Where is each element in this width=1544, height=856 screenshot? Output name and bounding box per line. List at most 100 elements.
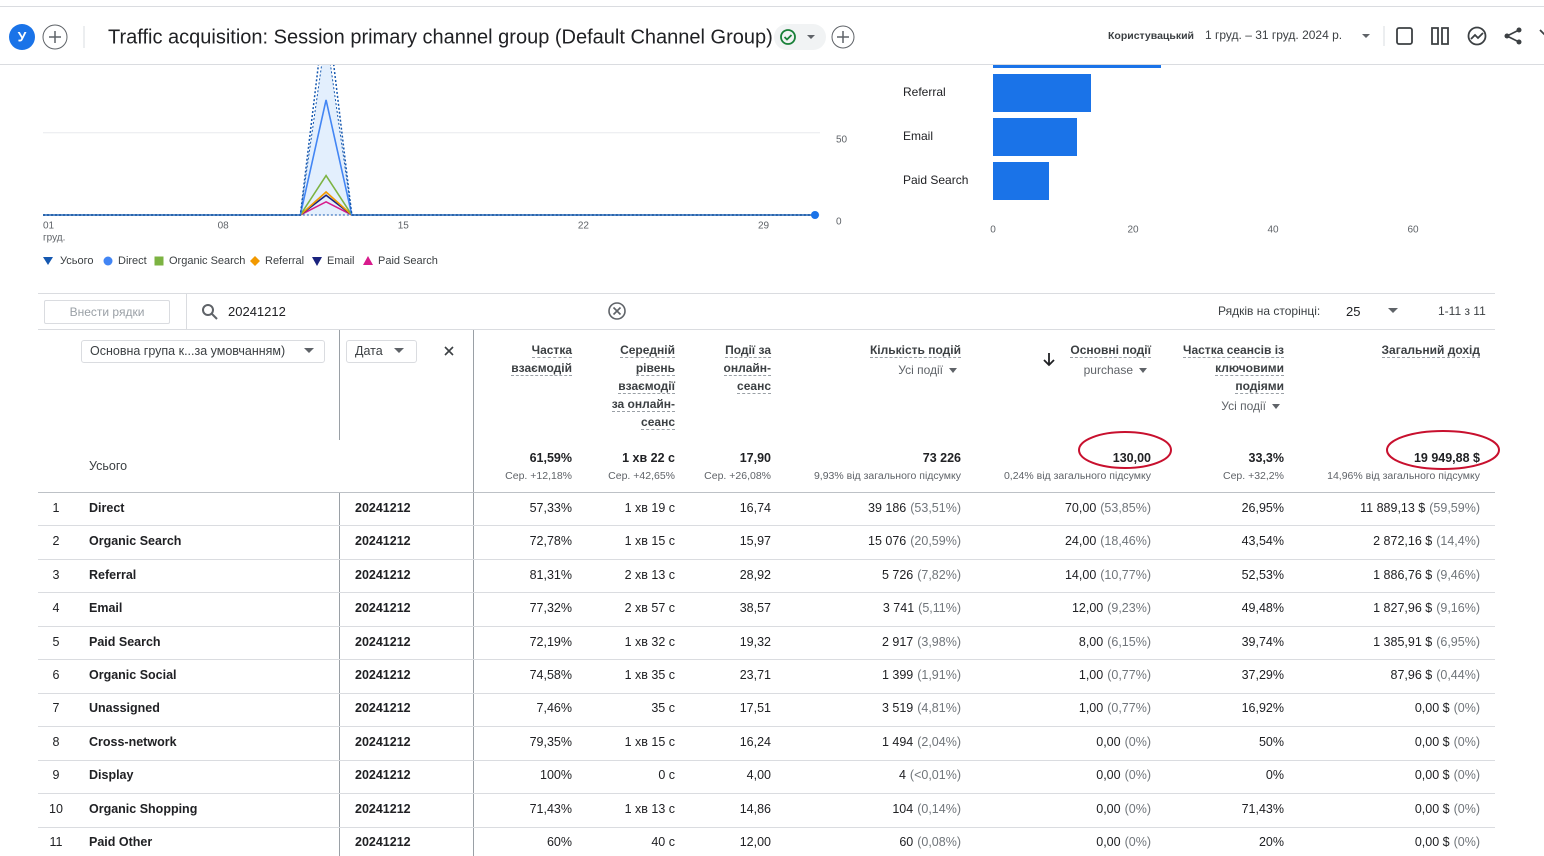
total-cell: 130,00 0,24% від загального підсумку bbox=[1004, 451, 1151, 482]
metric-cell: 3 741 (5,11%) bbox=[883, 601, 961, 615]
dimension-selector[interactable]: Основна група к...за умовчанням) bbox=[81, 340, 325, 363]
metric-share: (<0,01%) bbox=[909, 768, 961, 783]
bar bbox=[993, 74, 1091, 112]
metric-share: (59,59%) bbox=[1429, 500, 1480, 515]
metric-value: 0,00 bbox=[1096, 801, 1121, 816]
metric-value: 0,00 $ bbox=[1414, 734, 1450, 749]
metric-value: 1 399 bbox=[881, 667, 914, 682]
date-value: 20241212 bbox=[355, 667, 411, 682]
metric-cell: 52,53% bbox=[1242, 568, 1284, 582]
total-value: 73 226 bbox=[922, 451, 961, 465]
legend-marker bbox=[250, 256, 260, 266]
metric-cell: 104 (0,14%) bbox=[892, 802, 961, 816]
total-cell: 17,90 Сер. +26,08% bbox=[704, 451, 771, 482]
metric-cell: 1 385,91 $ (6,95%) bbox=[1373, 635, 1480, 649]
total-value: 61,59% bbox=[529, 451, 572, 465]
rows-per-page[interactable]: 25 bbox=[1346, 304, 1361, 319]
metric-value: 70,00 bbox=[1064, 500, 1097, 515]
insights-icon[interactable] bbox=[1467, 26, 1487, 46]
metric-value: 0,00 $ bbox=[1414, 801, 1450, 816]
column-metric-selector[interactable]: purchase bbox=[1011, 361, 1151, 379]
date-value: 20241212 bbox=[355, 634, 411, 649]
column-metric-selector[interactable]: Усі події bbox=[821, 361, 961, 379]
metric-value: 57,33% bbox=[529, 500, 572, 515]
column-header: Загальний дохід bbox=[1340, 341, 1480, 359]
metric-value: 12,00 bbox=[1071, 601, 1104, 616]
metric-cell: 1 827,96 $ (9,16%) bbox=[1373, 601, 1480, 615]
metric-value: 1,00 bbox=[1078, 701, 1104, 716]
notes-icon[interactable] bbox=[1396, 27, 1413, 45]
column-divider bbox=[339, 492, 340, 856]
channel-name: Unassigned bbox=[89, 701, 160, 716]
metric-share: (20,59%) bbox=[910, 534, 961, 549]
metric-value: 1 хв 13 с bbox=[624, 801, 675, 816]
add-button[interactable] bbox=[42, 24, 68, 50]
metric-cell: 20% bbox=[1259, 835, 1284, 849]
total-value: 19 949,88 $ bbox=[1413, 451, 1480, 465]
metric-cell: 35 с bbox=[651, 701, 675, 715]
totals-border bbox=[38, 492, 1495, 493]
series-line bbox=[43, 190, 815, 216]
column-label: Події за онлайн-сеанс bbox=[723, 343, 771, 394]
metric-cell: 1 хв 19 с bbox=[625, 501, 675, 515]
metric-share: (10,77%) bbox=[1100, 567, 1151, 582]
clear-search[interactable] bbox=[607, 301, 627, 321]
more-icon[interactable] bbox=[1539, 29, 1544, 36]
date-range[interactable]: 1 груд. – 31 груд. 2024 р. bbox=[1205, 28, 1342, 42]
legend-marker bbox=[154, 256, 164, 266]
metric-value: 0,00 bbox=[1096, 768, 1121, 783]
rows-per-page-arrow[interactable] bbox=[1387, 307, 1399, 315]
total-value: 17,90 bbox=[739, 451, 771, 465]
metric-value: 3 519 bbox=[881, 701, 914, 716]
remove-dimension[interactable] bbox=[443, 345, 455, 357]
metric-cell: 0,00 $ (0%) bbox=[1415, 735, 1480, 749]
metric-value: 8,00 bbox=[1078, 634, 1104, 649]
metric-value: 16,92% bbox=[1241, 701, 1284, 716]
date-value: 20241212 bbox=[355, 768, 411, 783]
metric-cell: 19,32 bbox=[740, 635, 771, 649]
metric-cell: 50% bbox=[1259, 735, 1284, 749]
date-arrow[interactable] bbox=[1362, 34, 1370, 38]
date-selector[interactable]: Дата bbox=[346, 340, 417, 363]
add-rows-button[interactable]: Внести рядки bbox=[44, 300, 170, 324]
column-metric-selector[interactable]: Усі події bbox=[1179, 397, 1284, 415]
column-header: Кількість подій Усі події bbox=[821, 341, 961, 379]
compare-icon[interactable] bbox=[1431, 27, 1449, 45]
sort-arrow[interactable] bbox=[1042, 352, 1056, 368]
date-value: 20241212 bbox=[355, 734, 411, 749]
metric-value: 26,95% bbox=[1241, 500, 1284, 515]
avatar-circle[interactable] bbox=[9, 24, 35, 50]
series-line bbox=[43, 174, 815, 216]
category-label: Referral bbox=[903, 85, 946, 99]
metric-share: (0,77%) bbox=[1107, 701, 1151, 716]
metric-value: 2 хв 57 с bbox=[624, 601, 675, 616]
metric-value: 60 bbox=[899, 835, 914, 850]
metric-value: 39 186 bbox=[868, 500, 907, 515]
metric-value: 1 хв 15 с bbox=[624, 534, 675, 549]
toolbar-border bbox=[38, 329, 1495, 330]
metric-share: (0,44%) bbox=[1436, 667, 1480, 682]
metric-share: (0,14%) bbox=[917, 801, 961, 816]
table-top-border bbox=[38, 293, 1495, 294]
row-number: 8 bbox=[52, 734, 60, 749]
metric-cell: 77,32% bbox=[530, 601, 572, 615]
metric-cell: 0,00 (0%) bbox=[1096, 835, 1151, 849]
legend-marker bbox=[103, 256, 113, 266]
metric-cell: 16,92% bbox=[1242, 701, 1284, 715]
legend-label: Усього bbox=[60, 255, 94, 267]
compare-button[interactable] bbox=[831, 25, 855, 49]
channel-name: Display bbox=[89, 768, 134, 783]
metric-cell: 70,00 (53,85%) bbox=[1065, 501, 1151, 515]
metric-cell: 2 872,16 $ (14,4%) bbox=[1373, 534, 1480, 548]
legend-label: Email bbox=[327, 255, 355, 267]
metric-value: 1 хв 19 с bbox=[624, 500, 675, 515]
metric-cell: 49,48% bbox=[1242, 601, 1284, 615]
metric-value: 1 хв 15 с bbox=[624, 734, 675, 749]
total-cell: 33,3% Сер. +32,2% bbox=[1223, 451, 1284, 482]
metric-cell: 0 с bbox=[658, 768, 675, 782]
search-input[interactable]: 20241212 bbox=[228, 304, 286, 319]
metric-cell: 0% bbox=[1266, 768, 1284, 782]
channel-name: Email bbox=[89, 601, 123, 616]
metric-cell: 1 хв 15 с bbox=[625, 534, 675, 548]
metric-share: (2,04%) bbox=[917, 734, 961, 749]
